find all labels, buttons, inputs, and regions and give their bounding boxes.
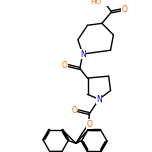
Text: O: O	[62, 61, 67, 70]
Text: N: N	[80, 50, 86, 59]
Text: O: O	[86, 120, 92, 129]
Text: N: N	[96, 95, 102, 104]
Text: O: O	[122, 5, 127, 14]
Text: O: O	[71, 106, 77, 115]
Text: HO: HO	[90, 0, 101, 5]
